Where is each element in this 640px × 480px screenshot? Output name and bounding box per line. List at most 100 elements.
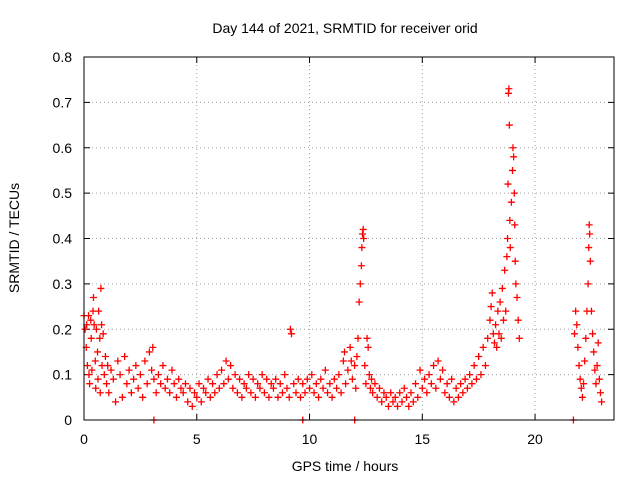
data-point [591,366,599,374]
data-point [170,380,178,388]
data-point [387,389,395,397]
data-point [463,384,471,392]
data-point [484,334,492,342]
data-point [321,366,329,374]
data-point [361,362,369,370]
data-point [421,375,429,383]
data-point [495,330,503,338]
data-point [384,402,392,410]
y-tick-label: 0.5 [53,185,73,201]
data-point [503,253,511,261]
data-point [286,325,294,333]
y-tick-label: 0.2 [53,321,73,337]
data-point [139,393,147,401]
data-point [571,330,579,338]
data-point [598,398,606,406]
data-point [510,153,518,161]
data-point [317,375,325,383]
data-point [254,380,262,388]
data-point [418,384,426,392]
data-point [360,235,368,242]
x-tick-label: 20 [527,431,543,447]
data-point [85,371,93,379]
data-point [229,384,237,392]
data-point [224,375,232,383]
data-point [342,380,350,388]
data-point [507,198,515,206]
data-point [371,380,379,388]
data-point [326,380,334,388]
data-point [359,225,367,233]
data-point [509,166,517,174]
data-point [91,357,99,365]
data-point [434,357,442,365]
data-point [515,334,523,342]
data-point [353,352,361,360]
data-point [287,330,295,338]
data-point [184,398,192,406]
data-point [105,389,113,397]
data-point [306,384,314,392]
data-point [103,380,111,388]
data-point [443,380,451,388]
data-point [99,330,107,338]
data-point [445,393,453,401]
data-point [382,393,390,401]
data-point [409,398,417,406]
data-point [276,380,284,388]
data-point [154,371,162,379]
data-point [416,366,424,374]
data-point [368,375,376,383]
data-point [143,380,151,388]
data-point [161,384,169,392]
data-point [492,321,500,329]
data-point [586,230,594,238]
data-point [346,343,354,351]
data-point [487,303,495,311]
data-point [501,266,509,274]
data-point [575,362,583,370]
data-point [89,293,97,301]
data-point [398,398,406,406]
data-point [441,389,449,397]
data-point [87,316,95,324]
data-point [251,393,259,401]
data-point [177,384,185,392]
data-point [511,221,519,229]
data-point [283,384,291,392]
data-point [149,343,157,351]
x-tick-label: 5 [193,431,201,447]
data-point [585,244,593,252]
data-point [403,393,411,401]
data-point [584,280,592,288]
data-point [107,366,115,374]
data-points [80,85,606,424]
data-point [454,393,462,401]
data-point [127,389,135,397]
data-point [354,334,362,342]
data-point [504,180,512,188]
data-point [490,339,498,347]
data-point [179,389,187,397]
data-point [269,384,277,392]
data-point [502,307,510,315]
data-point [236,375,244,383]
data-point [258,371,266,379]
data-point [186,384,194,392]
data-point [172,393,180,401]
data-point [470,362,478,370]
data-point [572,307,580,315]
data-point [141,357,149,365]
data-point [94,348,102,356]
data-point [475,352,483,360]
data-point [337,389,345,397]
data-point [577,384,585,392]
data-point [285,393,293,401]
data-point [505,85,513,93]
data-point [364,343,372,351]
data-point [100,371,108,379]
data-point [352,384,360,392]
data-point [512,280,520,288]
axis-ticks: 0 0.1 0.2 0.3 0.4 0.5 0.6 0.7 0.8 0 5 10 15 20 [53,49,614,447]
